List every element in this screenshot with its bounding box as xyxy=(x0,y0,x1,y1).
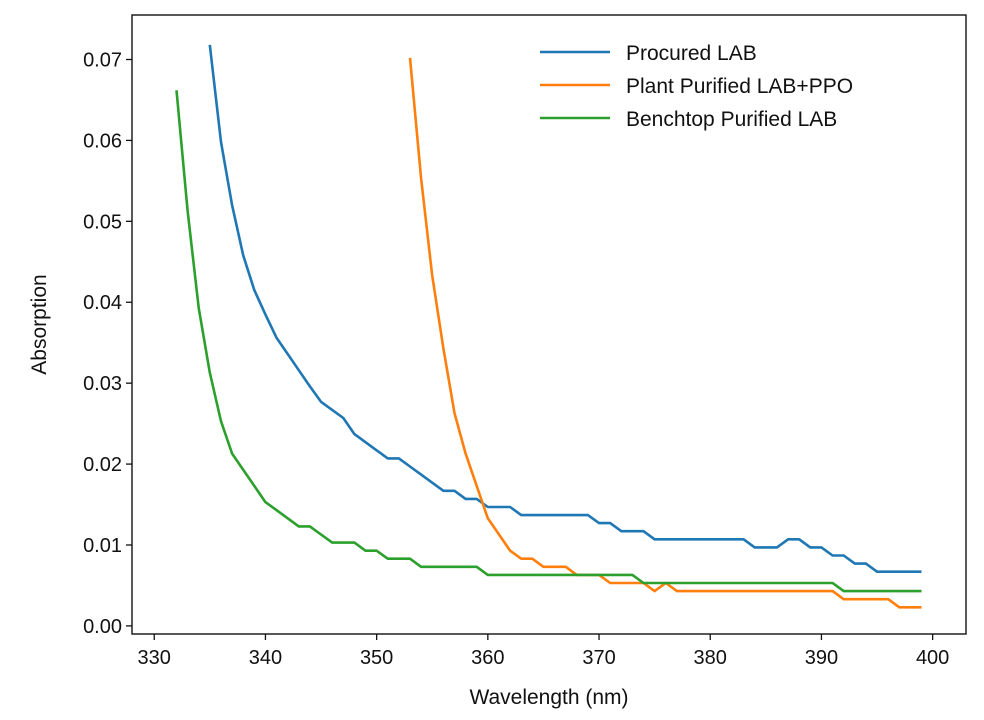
x-axis-label: Wavelength (nm) xyxy=(469,686,628,709)
x-tick-label: 350 xyxy=(360,647,393,669)
series-layer xyxy=(175,44,922,609)
y-tick-label: 0.01 xyxy=(83,535,122,557)
legend: Procured LAB Plant Purified LAB+PPO Bencht… xyxy=(540,42,853,131)
x-tick-label: 340 xyxy=(249,647,282,669)
x-tick-label: 330 xyxy=(138,647,171,669)
y-tick-label: 0.07 xyxy=(83,50,122,72)
x-tick-label: 380 xyxy=(694,647,727,669)
x-axis: 330 340 350 360 370 380 390 400 xyxy=(138,634,949,669)
y-tick-label: 0.04 xyxy=(83,292,122,314)
y-tick-label: 0.06 xyxy=(83,130,122,152)
legend-label-1: Procured LAB xyxy=(626,42,757,65)
x-tick-label: 360 xyxy=(471,647,504,669)
series-line-3 xyxy=(175,90,922,593)
legend-label-3: Benchtop Purified LAB xyxy=(626,108,837,131)
y-tick-label: 0.05 xyxy=(83,211,122,233)
legend-label-2: Plant Purified LAB+PPO xyxy=(626,75,853,98)
series-line-1 xyxy=(208,44,922,574)
y-axis-label: Absorption xyxy=(28,274,51,374)
x-tick-label: 390 xyxy=(805,647,838,669)
y-tick-label: 0.02 xyxy=(83,454,122,476)
plot-frame xyxy=(131,14,967,635)
y-axis: 0.00 0.01 0.02 0.03 0.04 0.05 0.06 0.07 xyxy=(83,50,132,638)
y-tick-label: 0.00 xyxy=(83,616,122,638)
x-tick-label: 400 xyxy=(916,647,949,669)
x-tick-label: 370 xyxy=(582,647,615,669)
y-tick-label: 0.03 xyxy=(83,373,122,395)
